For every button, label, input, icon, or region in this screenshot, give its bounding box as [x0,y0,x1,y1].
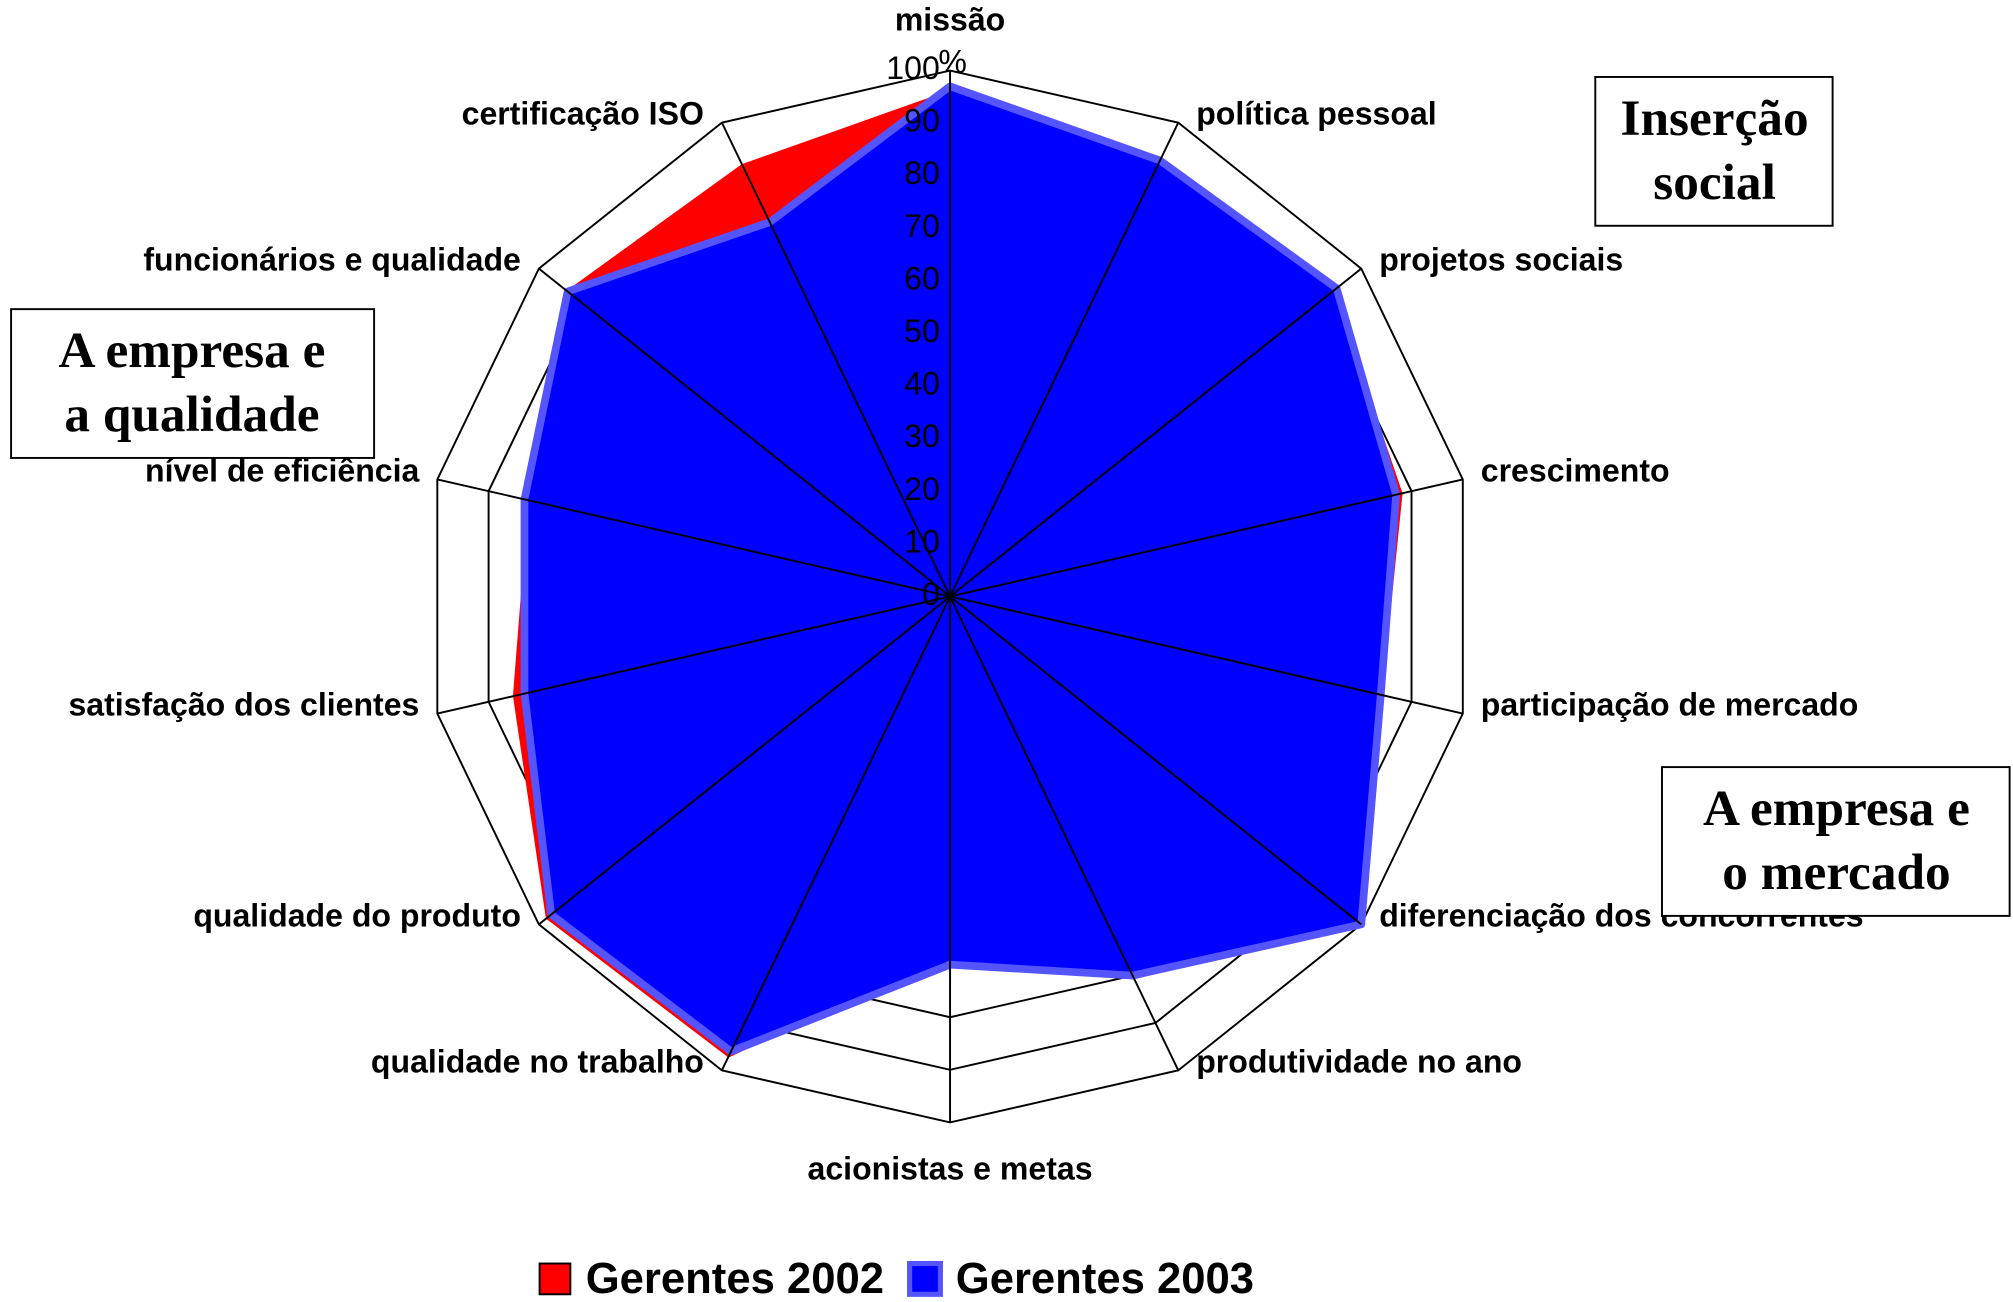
y-tick-label: 40 [904,366,940,402]
category-label: participação de mercado [1481,687,1859,723]
y-tick-label: 20 [904,471,940,507]
category-label: crescimento [1481,453,1670,489]
y-tick-label: 90 [904,103,940,139]
annotation: social [1653,154,1776,211]
annotation-box [1594,76,1834,227]
axis-spoke [720,596,951,1071]
legend-label: Gerentes 2003 [956,1255,1254,1302]
axis-spoke [437,478,951,598]
axis-spoke [949,595,1464,715]
category-label: produtividade no ano [1196,1043,1522,1079]
y-tick-label: 50 [904,313,940,349]
category-label: projetos sociais [1379,242,1623,278]
category-label: política pessoal [1196,96,1436,132]
category-label: funcionários e qualidade [143,242,521,278]
legend-swatch [538,1262,572,1296]
axis-spoke [949,267,1362,598]
category-label: satisfação dos clientes [68,687,419,723]
axis-spoke [538,595,951,926]
y-tick-label: 10 [904,523,940,559]
annotation: A empresa e [1703,780,1970,837]
y-tick-label: 60 [904,260,940,296]
annotation-box [1661,766,2011,917]
category-label: acionistas e metas [808,1151,1093,1187]
annotation: a qualidade [64,386,319,443]
category-label: certificação ISO [462,96,704,132]
annotation: A empresa e [59,322,326,379]
y-tick-label: 0 [922,576,940,612]
axis-spoke [949,478,1464,598]
annotation: Inserção [1621,90,1809,147]
legend-swatch [907,1260,943,1297]
axis-spoke [949,122,1180,597]
axis-spoke [949,596,1180,1071]
axis-unit: % [938,44,966,80]
y-tick-label: 100 [886,50,939,86]
annotation: o mercado [1722,844,1950,901]
axis-spoke [949,595,1362,926]
axis-spoke [538,267,951,598]
legend-label: Gerentes 2002 [586,1255,884,1302]
axis-spoke [437,595,951,715]
category-label: missão [895,1,1005,37]
axis-spoke [720,122,951,597]
y-tick-label: 80 [904,155,940,191]
category-label: qualidade no trabalho [371,1043,704,1079]
annotation-box [10,308,376,459]
y-tick-label: 70 [904,208,940,244]
category-label: qualidade do produto [193,897,521,933]
y-tick-label: 30 [904,418,940,454]
